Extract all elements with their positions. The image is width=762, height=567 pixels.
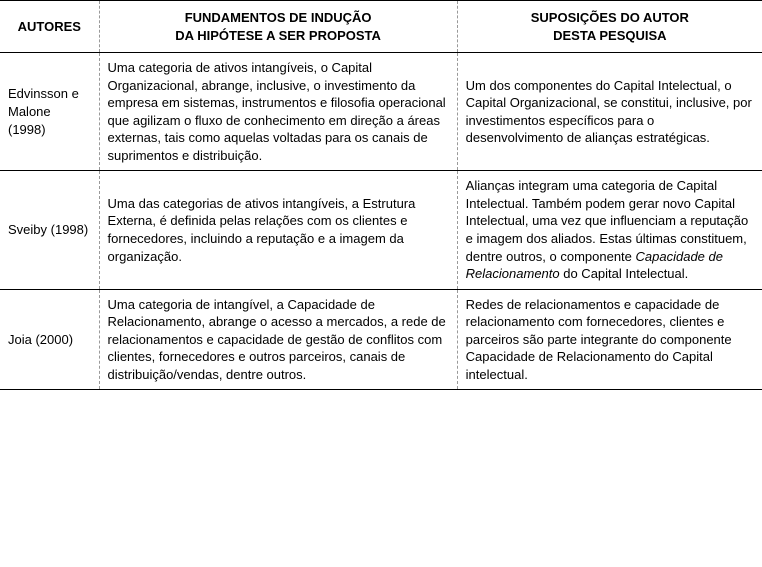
- cell-author: Joia (2000): [0, 289, 99, 390]
- cell-fundamentals: Uma categoria de intangível, a Capacidad…: [99, 289, 457, 390]
- header-suppositions-line2: DESTA PESQUISA: [464, 27, 756, 45]
- header-suppositions-line1: SUPOSIÇÕES DO AUTOR: [464, 9, 756, 27]
- cell-fundamentals: Uma categoria de ativos intangíveis, o C…: [99, 53, 457, 171]
- header-authors: AUTORES: [0, 1, 99, 53]
- suppositions-post: do Capital Intelectual.: [560, 266, 689, 281]
- table-header-row: AUTORES FUNDAMENTOS DE INDUÇÃO DA HIPÓTE…: [0, 1, 762, 53]
- cell-author: Sveiby (1998): [0, 171, 99, 289]
- header-fundamentals-line2: DA HIPÓTESE A SER PROPOSTA: [106, 27, 451, 45]
- literature-table: AUTORES FUNDAMENTOS DE INDUÇÃO DA HIPÓTE…: [0, 0, 762, 390]
- table-row: Joia (2000) Uma categoria de intangível,…: [0, 289, 762, 390]
- table-row: Sveiby (1998) Uma das categorias de ativ…: [0, 171, 762, 289]
- cell-suppositions: Alianças integram uma categoria de Capit…: [457, 171, 762, 289]
- header-fundamentals: FUNDAMENTOS DE INDUÇÃO DA HIPÓTESE A SER…: [99, 1, 457, 53]
- table-row: Edvinsson e Malone (1998) Uma categoria …: [0, 53, 762, 171]
- cell-fundamentals: Uma das categorias de ativos intangíveis…: [99, 171, 457, 289]
- cell-suppositions: Um dos componentes do Capital Intelectua…: [457, 53, 762, 171]
- cell-author: Edvinsson e Malone (1998): [0, 53, 99, 171]
- cell-suppositions: Redes de relacionamentos e capacidade de…: [457, 289, 762, 390]
- header-suppositions: SUPOSIÇÕES DO AUTOR DESTA PESQUISA: [457, 1, 762, 53]
- header-fundamentals-line1: FUNDAMENTOS DE INDUÇÃO: [106, 9, 451, 27]
